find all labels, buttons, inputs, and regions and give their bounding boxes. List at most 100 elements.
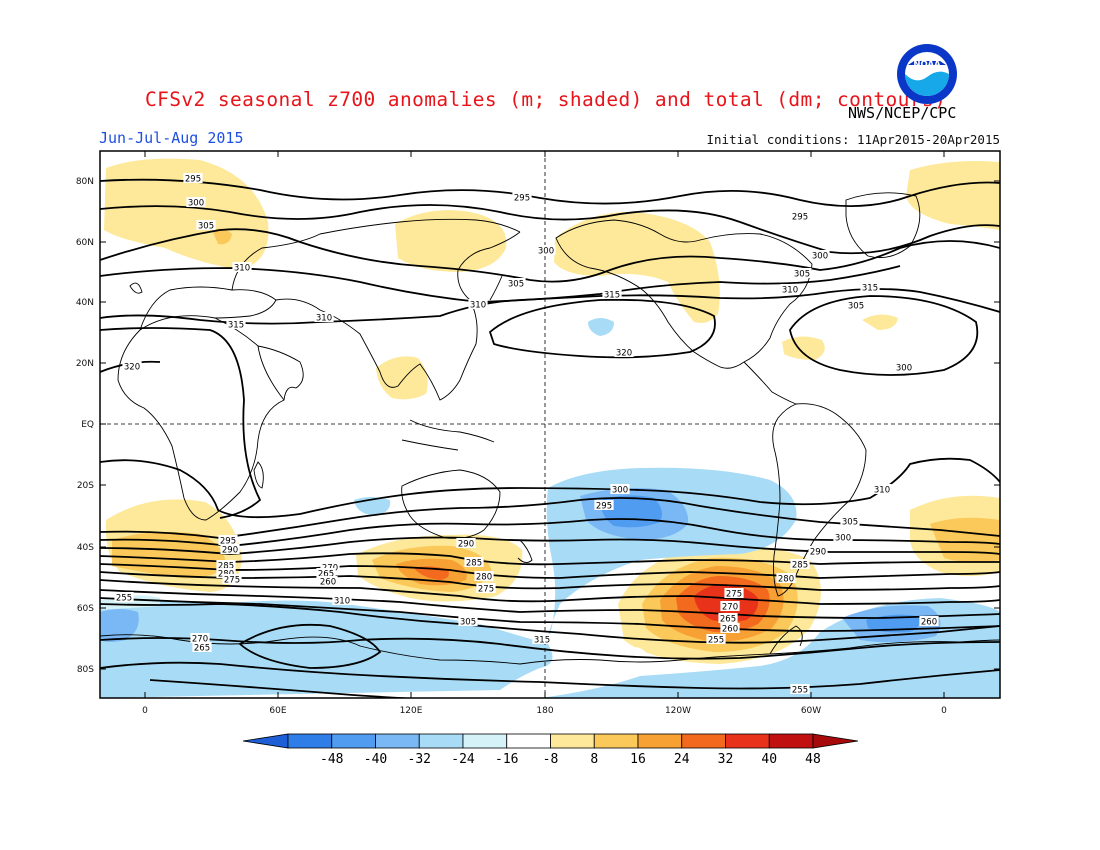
contour-label: 255: [792, 686, 808, 696]
lat-tick-label: 20N: [76, 359, 94, 369]
coast-antarctic-peninsula: [769, 625, 803, 655]
contour-label: 275: [478, 585, 494, 595]
coast-central-america: [743, 361, 797, 405]
contour-label: 310: [874, 486, 890, 496]
colorbar-label: -32: [408, 752, 431, 767]
contour-label: 305: [794, 270, 810, 280]
anomaly-positive-arctic-east: [906, 161, 1000, 230]
contour-label: 295: [792, 213, 808, 223]
season-label: Jun-Jul-Aug 2015: [99, 129, 244, 147]
contour-label: 295: [514, 194, 530, 204]
coast-indonesia: [401, 419, 495, 451]
contour-label-bg: [190, 633, 210, 643]
lon-tick-label: 0: [142, 706, 148, 716]
anomaly-negative-antarctic-east-peak: [866, 614, 920, 633]
contour-label: 290: [810, 548, 826, 558]
contour-label-bg: [474, 571, 494, 581]
coast-madagascar: [253, 461, 264, 489]
contour-label: 280: [778, 575, 794, 585]
contour-label: 310: [316, 314, 332, 324]
colorbar-label: 48: [805, 752, 821, 767]
contour-label: 265: [194, 644, 210, 654]
colorbar-label: 32: [718, 752, 734, 767]
contour-label: 315: [604, 291, 620, 301]
contour-275-south: [100, 589, 1000, 619]
contour-label: 300: [835, 534, 851, 544]
contour-label-bg: [720, 601, 740, 611]
contour-label-bg: [192, 642, 212, 652]
contour-label-bg: [456, 538, 476, 548]
contour-label: 315: [534, 636, 550, 646]
contour-label: 305: [508, 280, 524, 290]
colorbar-swatch: [331, 733, 376, 749]
contour-label-bg: [122, 361, 142, 371]
contour-label-bg: [536, 245, 556, 255]
contour-label-bg: [216, 568, 236, 578]
coast-australia: [401, 469, 501, 539]
contour-label: 300: [812, 252, 828, 262]
contour-label: 270: [192, 635, 208, 645]
anomaly-positive-india: [376, 356, 428, 400]
colorbar-label: 40: [761, 752, 777, 767]
contour-label: 265: [720, 615, 736, 625]
contour-label: 255: [708, 636, 724, 646]
contour-label-bg: [872, 484, 892, 494]
contour-300-south: [100, 536, 1000, 555]
lat-tick-label: 20S: [77, 481, 94, 491]
contour-label: 300: [538, 247, 554, 257]
contour-label-bg: [840, 516, 860, 526]
coast-europe: [139, 286, 277, 331]
contour-label: 295: [185, 175, 201, 185]
contour-label-bg: [833, 532, 853, 542]
colorbar-swatch: [550, 733, 595, 749]
contour-label: 315: [862, 284, 878, 294]
colorbar-swatch: [725, 733, 770, 749]
initial-conditions-label: Initial conditions: 11Apr2015-20Apr2015: [706, 132, 1001, 147]
contour-label: 285: [466, 559, 482, 569]
lat-tick-label: 80N: [76, 177, 94, 187]
colorbar-label: -48: [320, 752, 343, 767]
contour-label-bg: [458, 616, 478, 626]
contour-label-bg: [810, 250, 830, 260]
colorbar-swatch: [506, 733, 551, 749]
colorbar-swatch: [593, 733, 639, 749]
contour-label-bg: [894, 362, 914, 372]
contour-label-bg: [780, 284, 800, 294]
contour-label-bg: [468, 299, 488, 309]
contour-label-bg: [512, 192, 532, 202]
contour-label-bg: [860, 282, 880, 292]
contour-305-north: [100, 228, 1000, 283]
contour-label-bg: [776, 573, 796, 583]
contour-label-bg: [196, 220, 216, 230]
contour-label-bg: [232, 262, 252, 272]
colorbar-swatch: [375, 733, 420, 749]
lon-tick-label: 0: [941, 706, 947, 716]
contour-label: 295: [596, 502, 612, 512]
colorbar-label: -40: [364, 752, 387, 767]
contour-label-bg: [226, 319, 246, 329]
colorbar-swatch: [462, 733, 508, 749]
contour-label: 300: [612, 486, 628, 496]
noaa-logo: NOAA: [897, 44, 957, 104]
contour-280-south: [100, 579, 1000, 605]
contour-270-south: [100, 597, 1000, 632]
anomaly-positive-alaska-canada: [554, 211, 720, 323]
contour-label-bg: [218, 535, 238, 545]
anomaly-positive-arctic-west-core: [212, 228, 232, 245]
contour-label: 260: [320, 578, 336, 588]
lat-tick-label: 40S: [77, 543, 94, 553]
colorbar-swatch: [768, 733, 814, 749]
contour-265-loop: [238, 623, 382, 669]
contour-label: 310: [782, 286, 798, 296]
contour-label-bg: [808, 546, 828, 556]
contour-label: 290: [458, 540, 474, 550]
contour-295-north: [100, 178, 1000, 208]
lat-tick-label: 60N: [76, 238, 94, 248]
contour-label-bg: [790, 211, 810, 221]
colorbar-label: -16: [495, 752, 518, 767]
contour-label-bg: [594, 500, 614, 510]
lat-tick-label: 60S: [77, 604, 94, 614]
contour-label-bg: [790, 684, 810, 694]
colorbar-label: 8: [590, 752, 598, 767]
contour-label: 310: [234, 264, 250, 274]
